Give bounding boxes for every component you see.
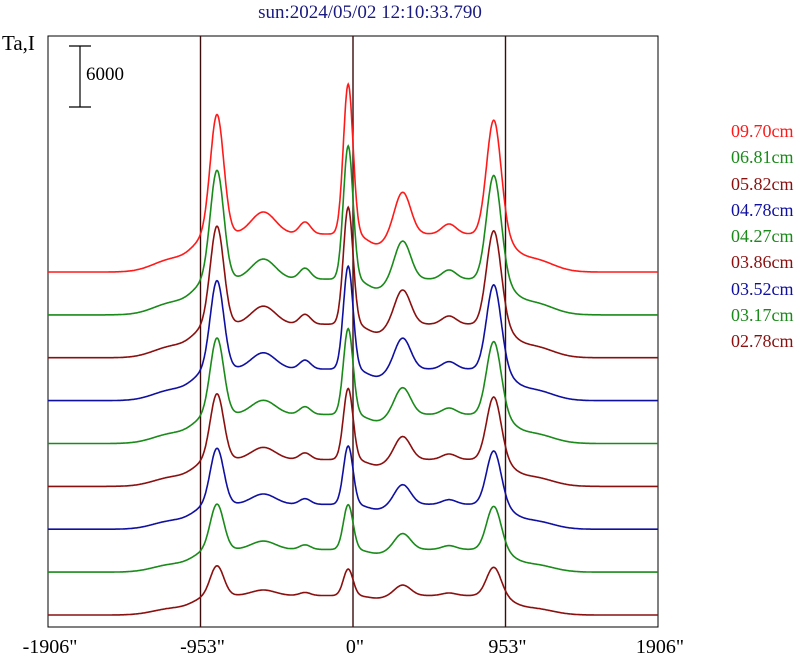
- legend-entry: 03.52cm: [731, 278, 794, 299]
- y-axis-label: Ta,I: [2, 31, 35, 55]
- series-line-02.78cm: [48, 564, 658, 616]
- chart-title: sun:2024/05/02 12:10:33.790: [258, 2, 482, 23]
- x-tick-label: 953": [488, 636, 527, 658]
- x-tick-label: 0": [345, 636, 365, 658]
- legend-entry: 03.17cm: [731, 305, 794, 326]
- x-tick-label: -953": [180, 636, 225, 658]
- legend-entry: 03.86cm: [731, 252, 794, 273]
- legend-entry: 04.27cm: [731, 226, 794, 247]
- series-line-04.78cm: [48, 264, 658, 402]
- series-line-09.70cm: [48, 82, 658, 273]
- scale-bar: [69, 45, 91, 108]
- series-line-03.52cm: [48, 444, 658, 530]
- series-line-06.81cm: [48, 144, 658, 316]
- legend-entry: 06.81cm: [731, 147, 794, 168]
- legend: 09.70cm 06.81cm 05.82cm 04.78cm 04.27cm 03.86…: [731, 118, 794, 355]
- legend-entry: 05.82cm: [731, 173, 794, 194]
- legend-entry: 09.70cm: [731, 121, 794, 141]
- legend-entry: 02.78cm: [731, 331, 794, 352]
- legend-entry: 04.78cm: [731, 199, 794, 220]
- series-line-03.17cm: [48, 503, 658, 573]
- series-line-05.82cm: [48, 205, 658, 359]
- series-line-03.86cm: [48, 387, 658, 488]
- scale-bar-label: 6000: [86, 64, 124, 85]
- x-tick-label: -1906": [22, 636, 78, 658]
- series-line-04.27cm: [48, 327, 658, 445]
- x-tick-label: 1906": [635, 636, 685, 658]
